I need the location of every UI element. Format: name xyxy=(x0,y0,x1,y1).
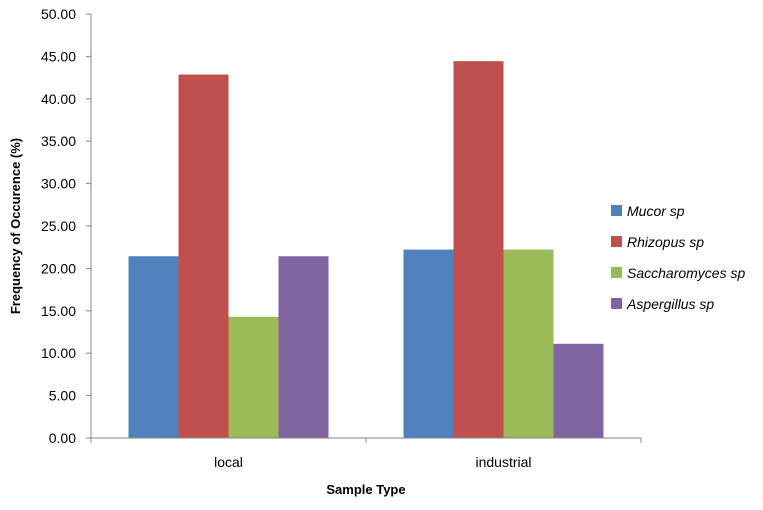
bar-mucor-sp-industrial xyxy=(403,249,454,438)
y-tick-label: 30.00 xyxy=(41,176,76,192)
legend-label: Rhizopus sp xyxy=(627,234,704,250)
y-tick-label: 50.00 xyxy=(41,6,76,22)
x-tick-label: local xyxy=(214,454,243,470)
y-tick-label: 0.00 xyxy=(49,430,76,446)
legend-swatch xyxy=(611,298,622,309)
y-tick-label: 40.00 xyxy=(41,91,76,107)
legend-swatch xyxy=(611,205,622,216)
y-tick-label: 35.00 xyxy=(41,133,76,149)
bar-saccharomyces-sp-local xyxy=(228,316,279,438)
y-tick-label: 10.00 xyxy=(41,345,76,361)
legend-label: Aspergillus sp xyxy=(626,296,714,312)
x-axis-title: Sample Type xyxy=(326,482,405,497)
bar-mucor-sp-local xyxy=(128,256,179,438)
legend-label: Saccharomyces sp xyxy=(627,265,745,281)
legend-swatch xyxy=(611,267,622,278)
x-axis-ticks: local industrial xyxy=(90,438,642,470)
y-tick-label: 25.00 xyxy=(41,218,76,234)
bar-rhizopus-sp-industrial xyxy=(453,61,504,438)
bar-saccharomyces-sp-industrial xyxy=(503,249,554,438)
y-axis-title: Frequency of Occurence (%) xyxy=(8,138,23,314)
x-tick-label: industrial xyxy=(475,454,531,470)
y-tick-label: 15.00 xyxy=(41,303,76,319)
y-tick-label: 45.00 xyxy=(41,48,76,64)
y-tick-label: 20.00 xyxy=(41,260,76,276)
bar-rhizopus-sp-local xyxy=(178,74,229,438)
legend-label: Mucor sp xyxy=(627,203,685,219)
bar-aspergillus-sp-local xyxy=(278,256,329,438)
y-axis-ticks: 0.00 5.00 10.00 15.00 20.00 25.00 30.00 35.00 40… xyxy=(41,6,91,446)
bar-aspergillus-sp-industrial xyxy=(553,343,604,438)
legend: Mucor sp Rhizopus sp Saccharomyces sp Asper… xyxy=(611,203,745,312)
bars xyxy=(128,61,604,438)
legend-swatch xyxy=(611,236,622,247)
y-tick-label: 5.00 xyxy=(49,388,76,404)
